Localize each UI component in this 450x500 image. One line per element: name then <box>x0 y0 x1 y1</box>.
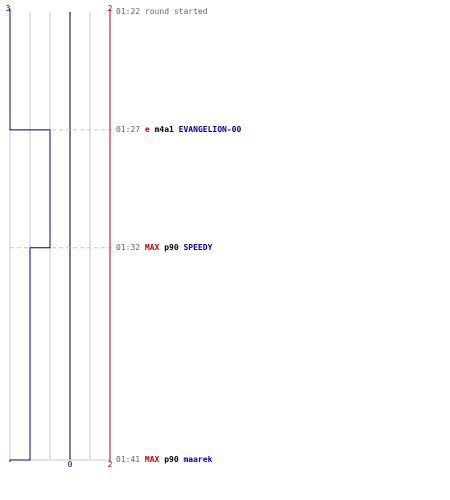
event-attacker: MAX <box>144 242 160 252</box>
event-time: 01:22 <box>116 7 141 16</box>
event-row: 01:41 MAX p90 maarek <box>116 455 212 465</box>
event-victim: maarek <box>183 455 213 464</box>
event-message: round started <box>144 7 208 16</box>
event-row: 01:32 MAX p90 SPEEDY <box>116 243 212 253</box>
event-row: 01:22 round started <box>116 7 208 17</box>
event-time: 01:41 <box>116 455 141 464</box>
top-right-label: 2 <box>108 4 113 13</box>
event-weapon: p90 <box>164 242 179 252</box>
event-time: 01:27 <box>116 124 141 134</box>
event-attacker: e <box>144 124 150 134</box>
top-left-label: 3 <box>6 4 11 13</box>
event-row: 01:27 e m4a1 EVANGELION-00 <box>116 125 241 135</box>
event-victim: EVANGELION-00 <box>178 124 242 134</box>
event-time: 01:32 <box>116 242 141 252</box>
event-attacker: MAX <box>144 455 160 464</box>
event-weapon: p90 <box>164 455 179 464</box>
series-line <box>9 9 51 462</box>
event-victim: SPEEDY <box>183 242 213 252</box>
event-weapon: m4a1 <box>154 124 174 134</box>
bottom-zero-label: 0 <box>68 460 73 469</box>
bottom-right-label: 2 <box>108 460 113 469</box>
